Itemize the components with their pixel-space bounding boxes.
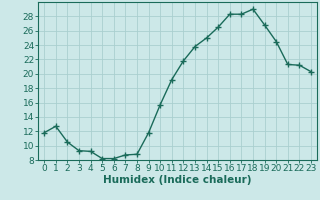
X-axis label: Humidex (Indice chaleur): Humidex (Indice chaleur) — [103, 175, 252, 185]
